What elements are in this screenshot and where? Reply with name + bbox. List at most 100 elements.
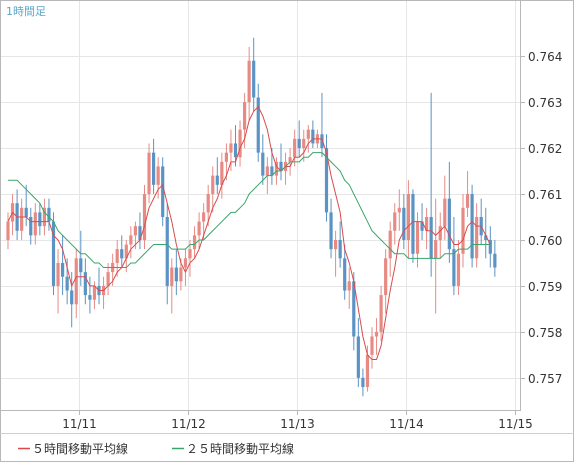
legend-label-ma25: ２５時間移動平均線 [186,441,294,456]
candle-body [142,194,147,240]
candle-body [115,249,119,263]
candle-body [38,212,42,227]
candle-body [29,216,33,236]
candle-body [370,336,374,355]
legend: ５時間移動平均線 ２５時間移動平均線 [18,441,294,456]
candle-body [425,216,429,231]
candle-body [429,216,433,259]
candle-body [406,194,410,240]
candle-body [138,226,142,240]
candle-body [352,281,356,337]
candle-body [42,207,46,227]
candle-body [24,207,28,217]
candle-body [20,207,24,231]
candle-body [70,290,74,305]
candle-body [229,143,233,153]
candle-body [397,207,401,213]
candle-body [179,267,183,282]
candle-body [261,152,265,176]
candle-body [324,148,329,213]
ma25-line [8,152,491,269]
candle-body [74,258,78,305]
candle-body [270,166,274,176]
candle-body [379,295,383,332]
x-tick-label: 11/13 [280,417,315,431]
candle-body [224,152,228,162]
candle-body [156,166,160,185]
candle-body [320,134,324,149]
candle-body [188,249,192,259]
candle-body [343,258,347,291]
candle-body [438,226,442,240]
candle-body [306,129,310,139]
candle-body [65,276,69,291]
candle-body [447,198,451,250]
candle-body [411,194,415,254]
candle-body [106,272,110,286]
candle-body [192,235,197,250]
candle-body [493,253,497,268]
candle-body [356,336,360,378]
chart-title: 1時間足 [6,5,46,18]
candle-body [238,129,242,158]
candle-body [465,194,470,208]
candle-body [488,239,492,254]
candle-body [233,143,238,158]
x-axis-ticks: 11/11 11/12 11/13 11/14 11/15 [62,410,533,431]
candle-body [415,221,420,254]
candle-body [461,207,465,254]
legend-item-ma5: ５時間移動平均線 [18,441,128,456]
y-tick-label: 0.763 [528,96,562,110]
candle-body [92,285,97,300]
candle-body [88,295,92,300]
candle-body [347,281,351,291]
y-tick-label: 0.761 [528,188,562,202]
y-tick-label: 0.762 [528,142,562,156]
candle-body [83,272,87,296]
candle-body [202,212,206,222]
candle-body [51,221,56,286]
candle-body [274,161,279,176]
candle-body [165,216,169,286]
candle-body [288,157,292,162]
candle-body [47,207,51,222]
y-tick-label: 0.764 [528,50,562,64]
candle-body [279,161,283,172]
candle-body [384,258,388,296]
x-tick-label: 11/15 [498,417,533,431]
candle-body [374,331,379,337]
candle-body [124,244,128,259]
candle-body [452,249,456,286]
candle-body [402,207,406,240]
legend-label-ma5: ５時間移動平均線 [32,441,128,456]
legend-item-ma25: ２５時間移動平均線 [172,441,294,456]
ma5-line [7,106,491,360]
y-tick-label: 0.757 [528,372,562,386]
candle-body [170,267,174,286]
moving-average-layer [7,106,491,360]
candle-body [6,221,10,240]
candle-body [33,212,37,236]
candle-body [470,194,474,259]
candle-body [243,102,247,130]
candle-body [56,262,60,286]
candle-body [215,175,219,185]
candle-body [256,97,260,153]
candle-body [420,221,424,231]
candle-body [247,60,251,103]
y-tick-label: 0.759 [528,280,562,294]
candle-body [252,60,256,98]
candle-body [147,152,151,195]
candle-body [211,175,215,195]
candles-layer [6,37,497,397]
candle-body [475,216,479,259]
candle-body [297,138,301,149]
y-tick-label: 0.760 [528,234,562,248]
candle-body [220,161,224,185]
candle-body [152,152,156,185]
candle-body [388,230,392,259]
x-tick-label: 11/14 [389,417,424,431]
candle-body [484,235,488,240]
